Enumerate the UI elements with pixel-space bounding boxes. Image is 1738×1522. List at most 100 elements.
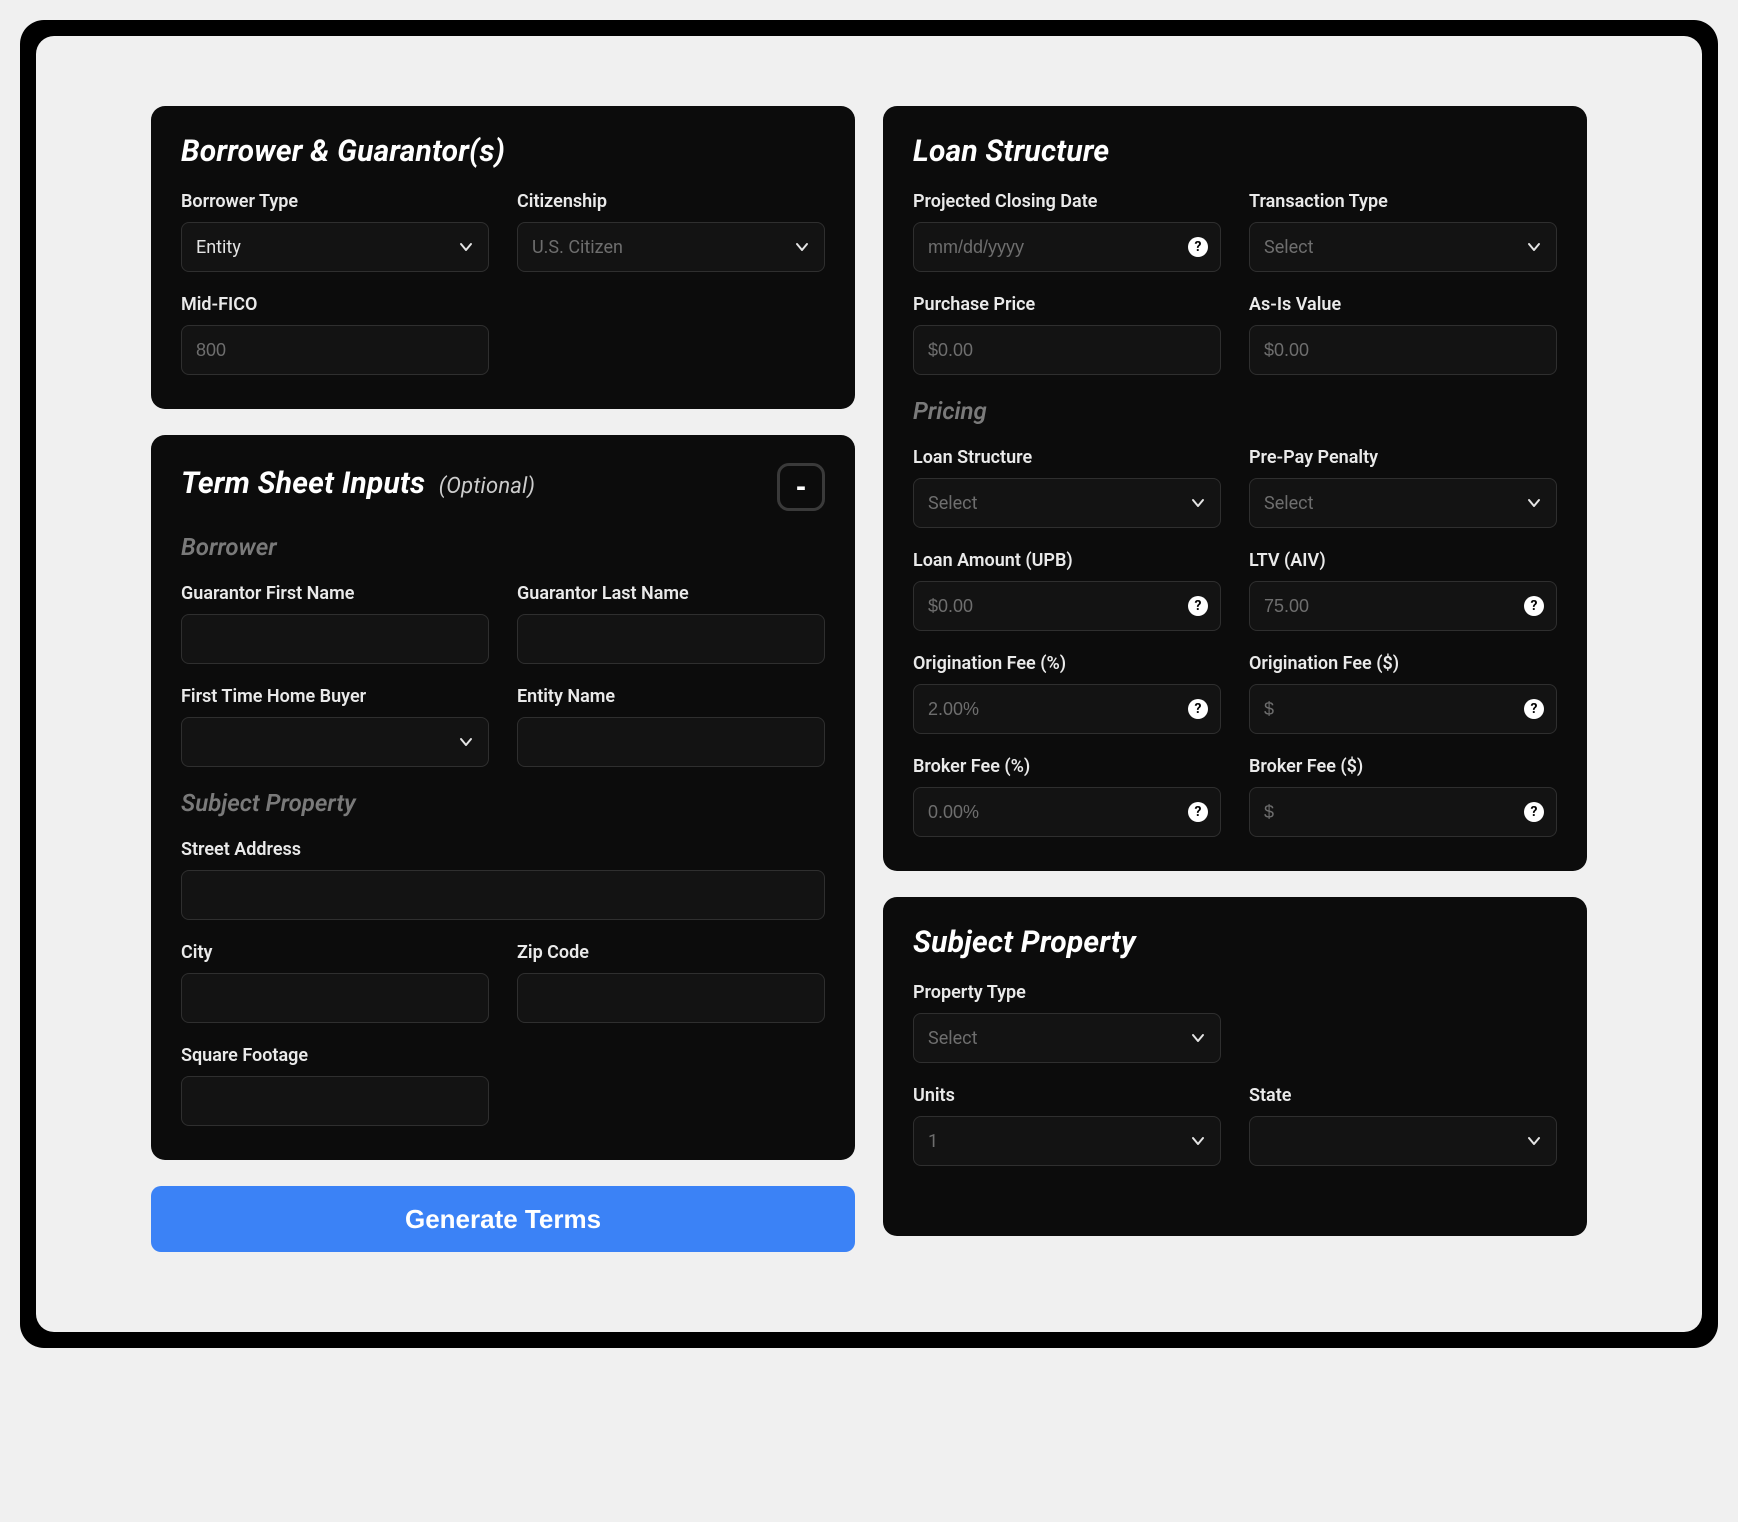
state-select[interactable] <box>1249 1116 1557 1166</box>
loan-amount-label: Loan Amount (UPB) <box>913 550 1221 571</box>
property-type-label: Property Type <box>913 982 1221 1003</box>
property-type-select[interactable]: Select <box>913 1013 1221 1063</box>
closing-date-input-wrap: ? <box>913 222 1221 272</box>
orig-fee-amt-label: Origination Fee ($) <box>1249 653 1557 674</box>
guarantor-first-input[interactable] <box>196 615 474 663</box>
city-label: City <box>181 942 489 963</box>
as-is-value-label: As-Is Value <box>1249 294 1557 315</box>
orig-fee-amt-input[interactable] <box>1264 685 1514 733</box>
mid-fico-label: Mid-FICO <box>181 294 489 315</box>
mid-fico-input[interactable] <box>196 326 474 374</box>
street-address-input-wrap <box>181 870 825 920</box>
broker-fee-amt-field: Broker Fee ($) ? <box>1249 756 1557 837</box>
closing-date-label: Projected Closing Date <box>913 191 1221 212</box>
street-address-label: Street Address <box>181 839 825 860</box>
units-select[interactable]: 1 <box>913 1116 1221 1166</box>
zip-input[interactable] <box>532 974 810 1022</box>
sqft-input[interactable] <box>196 1077 474 1125</box>
zip-field: Zip Code <box>517 942 825 1023</box>
closing-date-field: Projected Closing Date ? <box>913 191 1221 272</box>
guarantor-first-input-wrap <box>181 614 489 664</box>
transaction-type-label: Transaction Type <box>1249 191 1557 212</box>
chevron-down-icon <box>458 734 474 750</box>
loan-structure-value: Select <box>928 493 977 514</box>
broker-fee-pct-input-wrap: ? <box>913 787 1221 837</box>
broker-fee-pct-label: Broker Fee (%) <box>913 756 1221 777</box>
citizenship-label: Citizenship <box>517 191 825 212</box>
sqft-label: Square Footage <box>181 1045 489 1066</box>
ltv-input-wrap: ? <box>1249 581 1557 631</box>
mid-fico-input-wrap <box>181 325 489 375</box>
transaction-type-select[interactable]: Select <box>1249 222 1557 272</box>
citizenship-value: U.S. Citizen <box>532 237 623 258</box>
generate-terms-button[interactable]: Generate Terms <box>151 1186 855 1252</box>
help-icon[interactable]: ? <box>1524 802 1544 822</box>
subject-property-subheading: Subject Property <box>181 789 825 817</box>
chevron-down-icon <box>1190 1133 1206 1149</box>
borrower-type-label: Borrower Type <box>181 191 489 212</box>
broker-fee-pct-field: Broker Fee (%) ? <box>913 756 1221 837</box>
zip-input-wrap <box>517 973 825 1023</box>
street-address-input[interactable] <box>196 871 810 919</box>
subject-property-card: Subject Property Property Type Select <box>883 897 1587 1236</box>
purchase-price-input[interactable] <box>928 326 1206 374</box>
chevron-down-icon <box>1526 239 1542 255</box>
help-icon[interactable]: ? <box>1524 596 1544 616</box>
right-column: Loan Structure Projected Closing Date ? … <box>883 106 1587 1236</box>
guarantor-last-input[interactable] <box>532 615 810 663</box>
zip-label: Zip Code <box>517 942 825 963</box>
loan-structure-field: Loan Structure Select <box>913 447 1221 528</box>
state-field: State <box>1249 1085 1557 1166</box>
street-address-field: Street Address <box>181 839 825 920</box>
city-field: City <box>181 942 489 1023</box>
broker-fee-pct-input[interactable] <box>928 788 1178 836</box>
pricing-subheading: Pricing <box>913 397 1557 425</box>
entity-name-input[interactable] <box>532 718 810 766</box>
transaction-type-value: Select <box>1264 237 1313 258</box>
entity-name-label: Entity Name <box>517 686 825 707</box>
sqft-field: Square Footage <box>181 1045 489 1126</box>
citizenship-select[interactable]: U.S. Citizen <box>517 222 825 272</box>
broker-fee-amt-input[interactable] <box>1264 788 1514 836</box>
help-icon[interactable]: ? <box>1188 699 1208 719</box>
borrower-type-value: Entity <box>196 237 241 258</box>
orig-fee-amt-input-wrap: ? <box>1249 684 1557 734</box>
chevron-down-icon <box>458 239 474 255</box>
subject-property-title: Subject Property <box>913 925 1557 960</box>
chevron-down-icon <box>1190 1030 1206 1046</box>
chevron-down-icon <box>794 239 810 255</box>
entity-name-input-wrap <box>517 717 825 767</box>
loan-structure-select[interactable]: Select <box>913 478 1221 528</box>
prepay-value: Select <box>1264 493 1313 514</box>
help-icon[interactable]: ? <box>1188 237 1208 257</box>
prepay-select[interactable]: Select <box>1249 478 1557 528</box>
borrower-type-select[interactable]: Entity <box>181 222 489 272</box>
orig-fee-pct-input-wrap: ? <box>913 684 1221 734</box>
city-input[interactable] <box>196 974 474 1022</box>
help-icon[interactable]: ? <box>1524 699 1544 719</box>
purchase-price-field: Purchase Price <box>913 294 1221 375</box>
prepay-label: Pre-Pay Penalty <box>1249 447 1557 468</box>
first-time-buyer-select[interactable] <box>181 717 489 767</box>
guarantor-last-input-wrap <box>517 614 825 664</box>
orig-fee-pct-input[interactable] <box>928 685 1178 733</box>
sqft-input-wrap <box>181 1076 489 1126</box>
ltv-input[interactable] <box>1264 582 1514 630</box>
term-sheet-title-text: Term Sheet Inputs <box>181 466 425 501</box>
help-icon[interactable]: ? <box>1188 802 1208 822</box>
broker-fee-amt-input-wrap: ? <box>1249 787 1557 837</box>
units-field: Units 1 <box>913 1085 1221 1166</box>
loan-amount-field: Loan Amount (UPB) ? <box>913 550 1221 631</box>
guarantor-first-label: Guarantor First Name <box>181 583 489 604</box>
term-sheet-title: Term Sheet Inputs (Optional) <box>181 466 535 501</box>
as-is-value-input[interactable] <box>1264 326 1542 374</box>
app-content: Borrower & Guarantor(s) Borrower Type En… <box>36 36 1702 1332</box>
orig-fee-pct-field: Origination Fee (%) ? <box>913 653 1221 734</box>
collapse-button[interactable]: - <box>777 463 825 511</box>
help-icon[interactable]: ? <box>1188 596 1208 616</box>
loan-structure-label: Loan Structure <box>913 447 1221 468</box>
state-label: State <box>1249 1085 1557 1106</box>
closing-date-input[interactable] <box>928 223 1178 271</box>
loan-amount-input[interactable] <box>928 582 1178 630</box>
chevron-down-icon <box>1526 1133 1542 1149</box>
